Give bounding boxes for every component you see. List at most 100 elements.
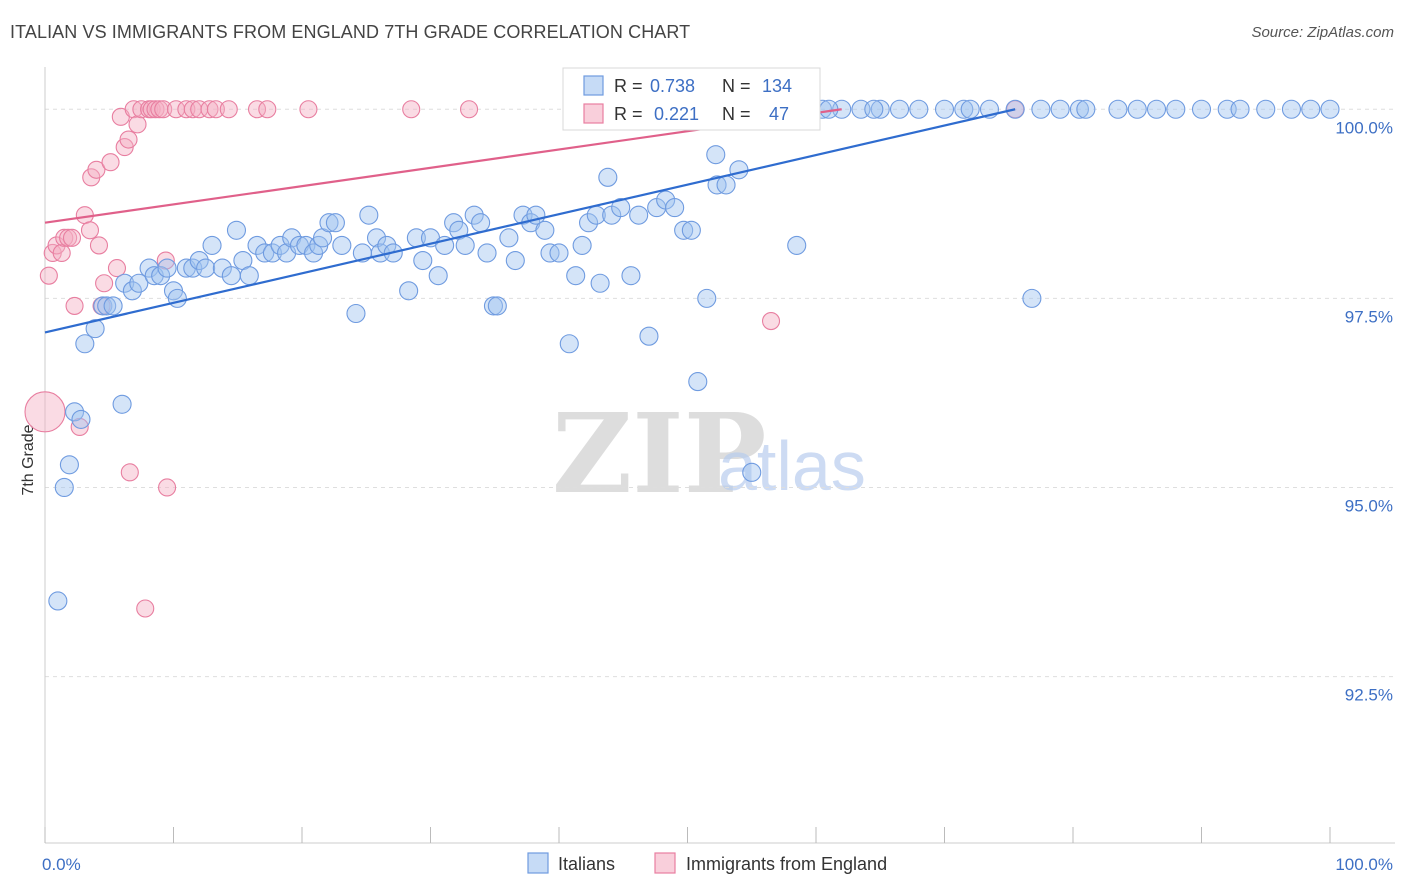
legend-label-italians: Italians (558, 854, 615, 874)
italians-point-13 (129, 273, 149, 293)
italians-point-121 (1191, 99, 1212, 119)
italians-point-33 (270, 235, 290, 255)
y-axis-label: 7th Grade (20, 424, 37, 495)
italians-point-127 (1320, 99, 1340, 119)
italians-point-61 (471, 213, 491, 233)
england-point-29 (146, 100, 165, 119)
england-point-8 (65, 296, 84, 315)
england-point-5 (55, 228, 74, 247)
legend-swatch-england (654, 852, 676, 874)
england-point-13 (87, 160, 106, 179)
italians-point-19 (167, 288, 187, 308)
italians-point-107 (909, 99, 929, 119)
england-point-31 (154, 100, 173, 119)
italians-point-123 (1230, 99, 1250, 119)
stats-r-label-italians: R = (614, 76, 643, 96)
italians-point-2 (59, 455, 79, 475)
italians-point-11 (115, 273, 135, 293)
stats-r-value-italians: 0.738 (650, 76, 695, 96)
england-point-14 (89, 236, 109, 255)
watermark-atlas: atlas (718, 427, 866, 505)
italians-point-95 (742, 462, 762, 482)
england-point-21 (119, 130, 138, 149)
legend-swatch-italians (527, 852, 549, 874)
italians-point-51 (399, 281, 419, 301)
italians-point-22 (189, 250, 209, 271)
italians-point-17 (157, 258, 177, 278)
england-point-46 (761, 312, 781, 331)
stats-n-value-england: 47 (769, 104, 789, 124)
series-italians (48, 99, 1340, 611)
italians-point-105 (870, 99, 890, 119)
england-point-35 (177, 100, 196, 119)
italians-point-41 (319, 213, 339, 233)
england-point-23 (124, 100, 143, 119)
trend-line-italians (44, 108, 1016, 334)
italians-point-12 (122, 281, 142, 301)
italians-point-133 (864, 99, 884, 119)
italians-point-60 (464, 205, 484, 225)
y-tick-label-0: 100.0% (1335, 118, 1393, 137)
england-point-32 (156, 251, 175, 270)
italians-point-24 (202, 235, 222, 255)
italians-point-108 (934, 99, 955, 119)
stats-n-value-italians: 134 (762, 76, 792, 96)
england-point-7 (62, 228, 82, 247)
italians-point-83 (629, 205, 649, 225)
italians-point-94 (729, 160, 749, 180)
italians-point-72 (549, 243, 569, 263)
england-point-0 (24, 391, 66, 433)
england-point-9 (70, 417, 89, 437)
england-point-11 (80, 221, 100, 240)
italians-point-119 (1146, 99, 1167, 119)
italians-point-0 (48, 591, 68, 611)
italians-point-79 (598, 167, 618, 187)
italians-point-112 (1005, 99, 1025, 119)
italians-point-59 (455, 235, 475, 255)
italians-point-106 (889, 99, 910, 119)
england-point-1 (39, 266, 58, 285)
series-immigrants-from-england (24, 100, 1025, 618)
italians-point-31 (255, 243, 275, 263)
england-point-26 (136, 599, 155, 618)
italians-point-87 (665, 198, 685, 218)
trend-lines (44, 108, 1016, 334)
italians-point-115 (1069, 99, 1089, 119)
england-point-33 (158, 478, 177, 497)
italians-point-126 (1301, 99, 1321, 119)
italians-point-81 (611, 198, 631, 218)
source-credit: Source: ZipAtlas.com (1251, 24, 1394, 41)
italians-point-64 (487, 296, 507, 316)
italians-point-88 (674, 220, 694, 240)
italians-point-4 (71, 409, 91, 429)
england-point-44 (402, 100, 421, 119)
italians-point-8 (97, 296, 117, 316)
italians-point-91 (697, 288, 717, 308)
england-point-43 (299, 100, 318, 119)
england-point-45 (459, 100, 479, 119)
italians-point-3 (65, 402, 85, 422)
england-point-41 (247, 100, 267, 119)
england-point-6 (59, 228, 78, 247)
legend: Italians Immigrants from England (527, 852, 887, 874)
italians-point-125 (1281, 99, 1301, 119)
italians-point-93 (716, 175, 736, 195)
italians-point-113 (1031, 99, 1051, 119)
stats-box: R = 0.738 N = 134 R = 0.221 N = 47 (562, 67, 821, 131)
italians-point-10 (112, 394, 132, 414)
italians-point-100 (787, 235, 807, 255)
italians-point-53 (413, 250, 433, 271)
england-point-39 (206, 100, 225, 119)
x-tick-label-right: 100.0% (1335, 855, 1393, 874)
england-point-17 (101, 153, 120, 172)
italians-point-43 (332, 235, 352, 255)
italians-point-78 (590, 273, 610, 293)
england-point-24 (128, 115, 147, 134)
italians-point-84 (639, 326, 659, 346)
italians-point-9 (103, 296, 123, 316)
england-point-4 (52, 243, 71, 263)
x-ticks: 0.0% 100.0% (42, 827, 1393, 874)
italians-point-124 (1256, 99, 1276, 119)
italians-point-116 (1076, 99, 1096, 119)
italians-point-5 (75, 334, 95, 354)
